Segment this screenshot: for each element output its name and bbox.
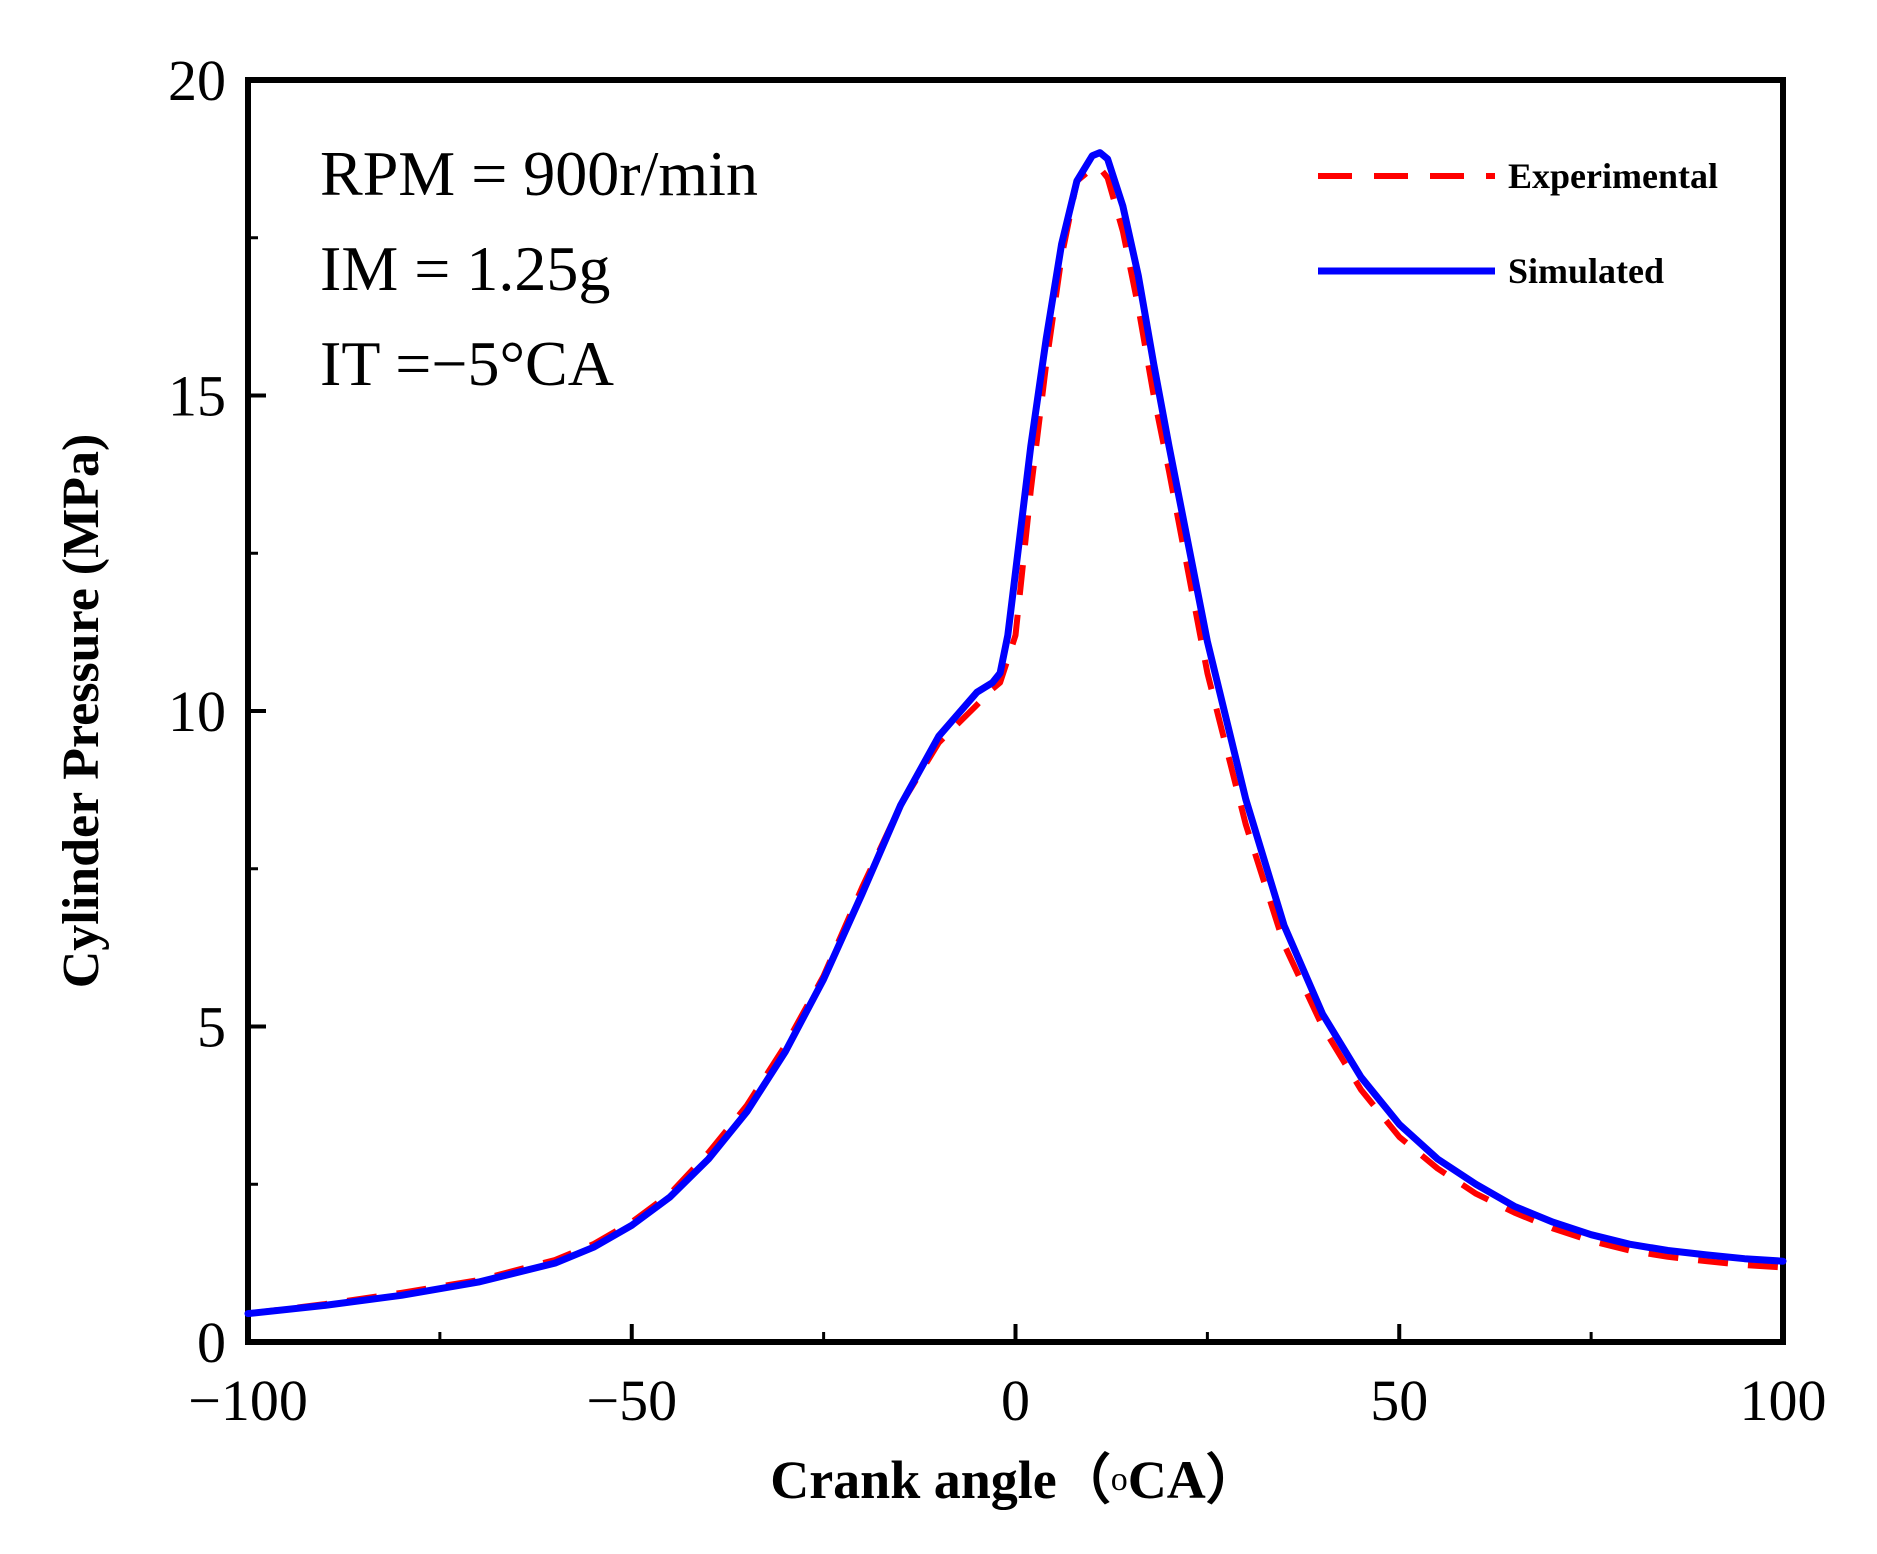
annotation-im: IM = 1.25g	[320, 233, 610, 304]
series-line-simulated	[244, 149, 1787, 1318]
y-tick-label: 0	[197, 1310, 226, 1375]
legend-label-simulated: Simulated	[1508, 251, 1664, 291]
y-tick-label: 15	[168, 364, 226, 429]
x-axis-title: Crank angle（oCA）	[770, 1450, 1260, 1510]
x-axis-title-unit: CA）	[1128, 1450, 1260, 1510]
annotation-it: IT =−5°CA	[320, 328, 614, 399]
annotation-block: RPM = 900r/min IM = 1.25g IT =−5°CA	[320, 138, 758, 399]
y-axis-ticks: 0 5 10 15 20	[168, 48, 266, 1375]
x-tick-label: −100	[188, 1368, 308, 1433]
y-tick-label: 10	[168, 679, 226, 744]
x-tick-label: 100	[1740, 1368, 1827, 1433]
x-axis-title-superscript: o	[1111, 1461, 1128, 1498]
x-axis-title-main: Crank angle（	[770, 1450, 1111, 1510]
annotation-rpm: RPM = 900r/min	[320, 138, 758, 209]
legend-label-experimental: Experimental	[1508, 156, 1718, 196]
y-axis-title: Cylinder Pressure (MPa)	[53, 434, 110, 989]
x-tick-label: 50	[1370, 1368, 1428, 1433]
y-tick-label: 20	[168, 48, 226, 113]
x-axis-ticks: −100 −50 0 50 100	[188, 1324, 1827, 1433]
x-tick-label: −50	[586, 1368, 677, 1433]
legend: Experimental Simulated	[1318, 156, 1718, 291]
y-tick-label: 5	[197, 995, 226, 1060]
x-tick-label: 0	[1001, 1368, 1030, 1433]
series-layer	[244, 149, 1787, 1318]
